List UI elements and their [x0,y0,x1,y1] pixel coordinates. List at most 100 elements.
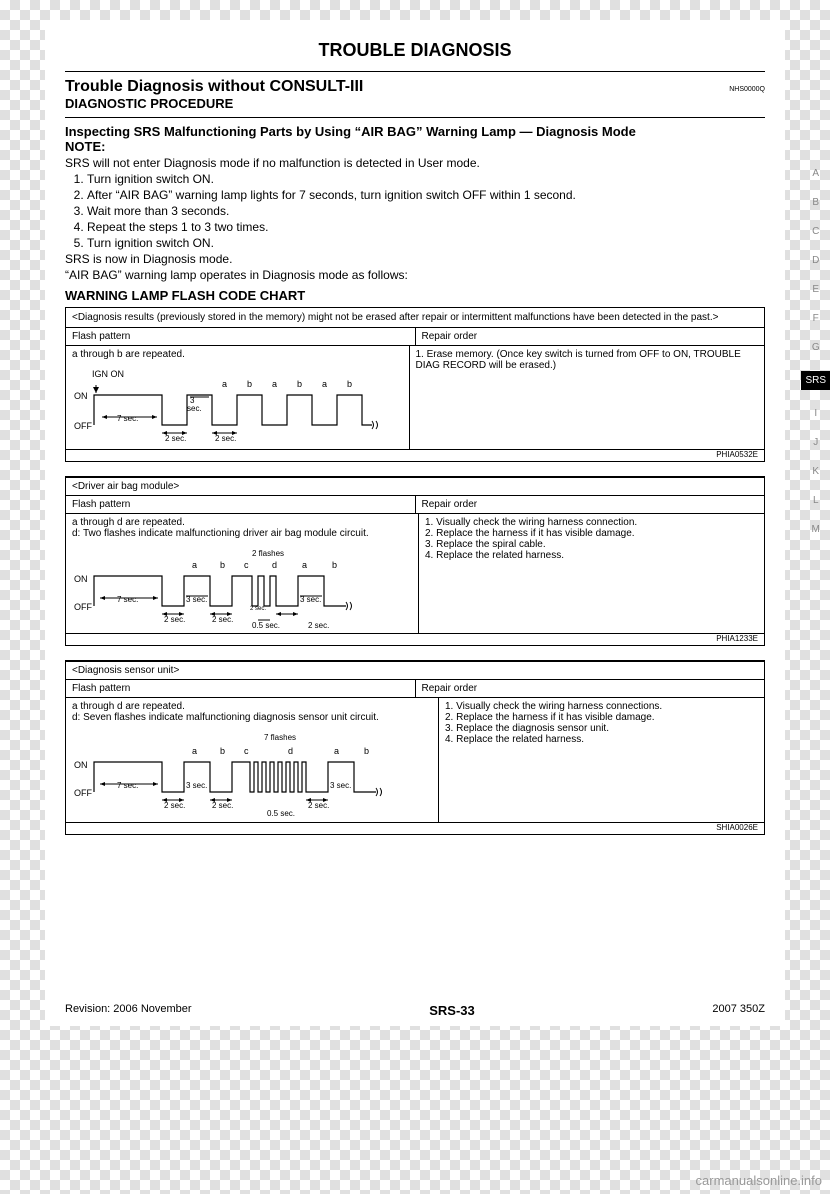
footer-page-number: SRS-33 [429,1003,475,1018]
diag-mode-line-2: “AIR BAG” warning lamp operates in Diagn… [65,268,765,282]
index-k: K [805,466,826,477]
index-e: E [805,284,826,295]
svg-text:b: b [220,746,225,756]
chart2-diagram: ON OFF 2 flashes a b c d a b 7 sec. [66,542,418,633]
step-1: Turn ignition switch ON. [87,172,765,186]
svg-text:c: c [244,746,249,756]
svg-text:c: c [244,560,249,570]
flash-code-chart-3: <Diagnosis sensor unit> Flash pattern Re… [65,660,765,835]
chart3-repair: 1. Visually check the wiring harness con… [439,698,764,822]
svg-text:3 sec.: 3 sec. [186,781,207,790]
svg-text:ON: ON [74,574,88,584]
svg-text:7 sec.: 7 sec. [117,414,138,423]
divider [65,71,765,72]
chart2-flash-label: Flash pattern [66,496,416,513]
reference-code: NHS0000Q [729,86,765,93]
svg-text:a: a [302,560,307,570]
inspect-heading: Inspecting SRS Malfunctioning Parts by U… [65,124,765,139]
chart2-repair-3: 3. Replace the spiral cable. [425,539,758,550]
chart3-code: SHIA0026E [66,822,764,834]
svg-text:3 sec.: 3 sec. [330,781,351,790]
svg-text:2 sec.: 2 sec. [215,434,236,443]
watermark: carmanualsonline.info [696,1173,822,1188]
chart3-flash-label: Flash pattern [66,680,416,697]
step-4: Repeat the steps 1 to 3 two times. [87,220,765,234]
svg-text:7 flashes: 7 flashes [264,733,296,742]
index-a: A [805,168,826,179]
chart2-repair-2: 2. Replace the harness if it has visible… [425,528,758,539]
divider [65,117,765,118]
svg-text:a: a [192,746,197,756]
step-2: After “AIR BAG” warning lamp lights for … [87,188,765,202]
footer-revision: Revision: 2006 November [65,1003,192,1018]
svg-text:b: b [347,379,352,389]
index-srs-active: SRS [801,371,830,390]
section-index: A B C D E F G SRS I J K L M [805,150,826,553]
svg-text:0.5 sec.: 0.5 sec. [267,809,295,818]
index-f: F [805,313,826,324]
chart2-note: <Driver air bag module> [66,477,764,496]
svg-text:b: b [297,379,302,389]
index-i: I [805,408,826,419]
chart-title: WARNING LAMP FLASH CODE CHART [65,288,765,303]
index-j: J [805,437,826,448]
svg-text:ON: ON [74,391,88,401]
chart1-diagram: IGN ON ON OFF 7 sec. 3 sec. [66,363,409,449]
svg-text:2 sec.: 2 sec. [165,434,186,443]
chart3-diagram: ON OFF 7 flashes a b c d a b 7 sec. [66,726,438,822]
manual-page: TROUBLE DIAGNOSIS Trouble Diagnosis with… [45,20,785,1026]
svg-text:7 sec.: 7 sec. [117,595,138,604]
chart2-repair-4: 4. Replace the related harness. [425,550,758,561]
svg-text:b: b [247,379,252,389]
chart1-code: PHIA0532E [66,449,764,461]
svg-text:2 sec.: 2 sec. [164,801,185,810]
chart1-flash-text: a through b are repeated. [66,346,409,363]
svg-text:OFF: OFF [74,602,92,612]
svg-text:b: b [332,560,337,570]
index-m: M [805,524,826,535]
svg-text:OFF: OFF [74,421,92,431]
chart1-note: <Diagnosis results (previously stored in… [66,308,764,327]
chart3-note: <Diagnosis sensor unit> [66,661,764,680]
chart3-repair-1: 1. Visually check the wiring harness con… [445,701,758,712]
svg-text:b: b [364,746,369,756]
section-title: Trouble Diagnosis without CONSULT-III [65,78,363,96]
subsection-title: DIAGNOSTIC PROCEDURE [65,96,765,111]
chart1-flash-label: Flash pattern [66,328,416,345]
chart1-repair-text: 1. Erase memory. (Once key switch is tur… [410,346,765,449]
svg-text:OFF: OFF [74,788,92,798]
step-5: Turn ignition switch ON. [87,236,765,250]
svg-text:2 sec.: 2 sec. [212,801,233,810]
note-label: NOTE: [65,139,765,154]
chart3-repair-3: 3. Replace the diagnosis sensor unit. [445,723,758,734]
svg-text:2 sec.: 2 sec. [308,621,329,630]
procedure-steps: Turn ignition switch ON. After “AIR BAG”… [65,172,765,250]
svg-text:2 sec.: 2 sec. [308,801,329,810]
svg-text:b: b [220,560,225,570]
svg-text:a: a [192,560,197,570]
svg-text:2 sec.: 2 sec. [164,615,185,624]
svg-text:ON: ON [74,760,88,770]
index-b: B [805,197,826,208]
note-text: SRS will not enter Diagnosis mode if no … [65,156,765,170]
page-footer: Revision: 2006 November SRS-33 2007 350Z [65,989,765,1026]
page-title: TROUBLE DIAGNOSIS [65,40,765,61]
chart2-repair-1: 1. Visually check the wiring harness con… [425,517,758,528]
index-g: G [805,342,826,353]
chart2-repair: 1. Visually check the wiring harness con… [419,514,764,633]
chart3-repair-2: 2. Replace the harness if it has visible… [445,712,758,723]
chart3-flash-text-2: d: Seven flashes indicate malfunctioning… [72,712,432,723]
chart3-flash-text-1: a through d are repeated. [72,701,432,712]
chart3-repair-label: Repair order [416,680,765,697]
svg-text:a: a [322,379,327,389]
index-l: L [805,495,826,506]
svg-text:2 flashes: 2 flashes [252,549,284,558]
svg-text:a: a [272,379,277,389]
svg-text:d: d [272,560,277,570]
svg-text:a: a [222,379,227,389]
index-c: C [805,226,826,237]
svg-text:sec.: sec. [187,404,202,413]
step-3: Wait more than 3 seconds. [87,204,765,218]
chart2-flash-text-2: d: Two flashes indicate malfunctioning d… [72,528,412,539]
index-d: D [805,255,826,266]
